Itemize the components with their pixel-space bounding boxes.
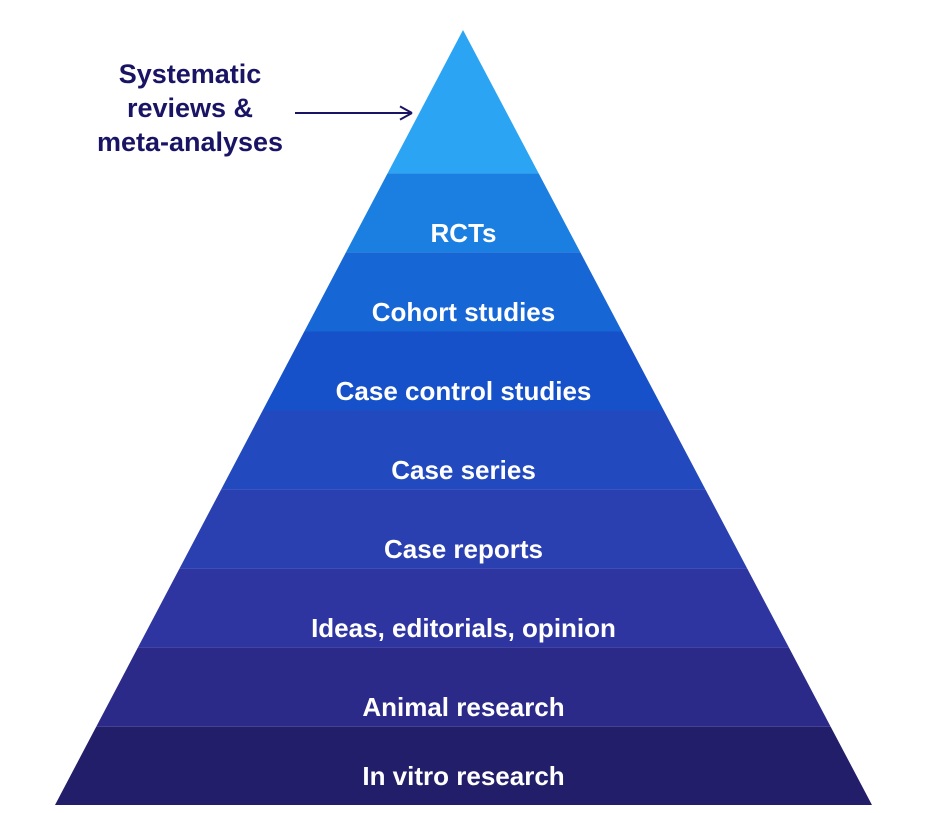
pyramid-layer-7 [96,648,830,727]
apex-callout: Systematic reviews & meta-analyses [85,58,295,159]
pyramid-layer-1 [346,173,580,252]
callout-line-1: Systematic [119,59,262,89]
pyramid-layer-5 [179,490,747,569]
pyramid-layer-2 [304,252,622,331]
pyramid-layer-4 [221,411,705,490]
callout-line-3: meta-analyses [97,127,283,157]
callout-line-2: reviews & [127,93,253,123]
pyramid-layer-6 [138,569,789,648]
pyramid-layer-3 [263,331,664,410]
pyramid-layer-8 [55,727,872,805]
pyramid-layer-0 [388,30,539,173]
